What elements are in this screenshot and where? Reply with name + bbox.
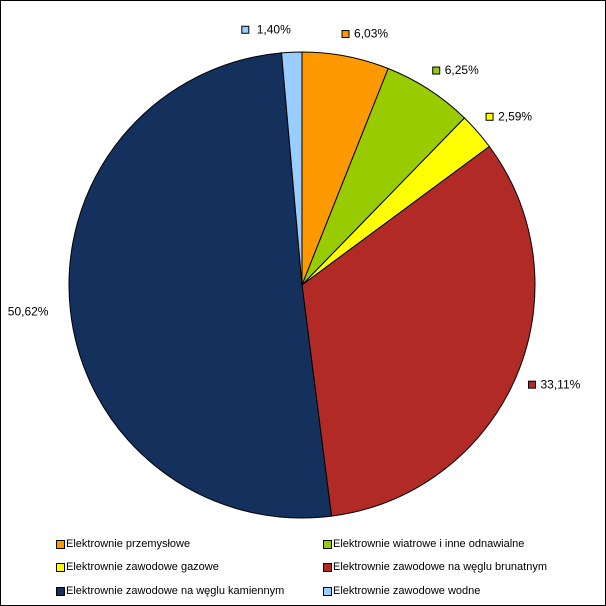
data-label-swatch-hydro xyxy=(241,25,250,34)
legend-item-hydro: Elektrownie zawodowe wodne xyxy=(323,585,480,597)
data-label-swatch-industrial xyxy=(341,30,350,39)
data-label-text-hard-coal: 50,62% xyxy=(8,305,49,319)
legend-label-industrial: Elektrownie przemysłowe xyxy=(66,538,191,550)
legend-label-lignite: Elektrownie zawodowe na węglu brunatnym xyxy=(333,561,548,573)
legend-label-hydro: Elektrownie zawodowe wodne xyxy=(333,585,481,597)
data-label-text-hydro: 1,40% xyxy=(257,22,291,36)
data-label-hard-coal: 50,62% xyxy=(8,305,49,319)
legend-item-lignite: Elektrownie zawodowe na węglu brunatnym xyxy=(323,561,547,573)
legend-item-gas: Elektrownie zawodowe gazowe xyxy=(56,561,219,573)
legend-item-industrial: Elektrownie przemysłowe xyxy=(56,538,190,550)
pie-slice-hydro xyxy=(280,51,303,286)
legend-swatch-hard-coal xyxy=(56,586,65,596)
data-label-wind-renewable: 6,25% xyxy=(432,63,479,77)
legend-swatch-lignite xyxy=(323,562,332,572)
legend-swatch-industrial xyxy=(56,539,65,549)
legend-swatch-wind-renewable xyxy=(323,539,332,549)
data-label-hydro: 1,40% xyxy=(241,22,291,36)
legend-swatch-hydro xyxy=(323,586,332,596)
data-label-swatch-lignite xyxy=(528,380,537,389)
legend-label-gas: Elektrownie zawodowe gazowe xyxy=(66,561,219,573)
legend-item-hard-coal: Elektrownie zawodowe na węglu kamiennym xyxy=(56,585,284,597)
pie-chart: 6,03% 6,25% 2,59% 33,11% 50,62% 1,40% xyxy=(8,22,581,519)
pie-slice-hard-coal xyxy=(68,52,333,519)
data-label-text-lignite: 33,11% xyxy=(541,377,581,391)
data-label-text-wind-renewable: 6,25% xyxy=(445,63,479,77)
legend-swatch-gas xyxy=(56,562,65,572)
data-label-swatch-gas xyxy=(485,112,494,121)
data-label-industrial: 6,03% xyxy=(341,27,388,41)
legend-item-wind-renewable: Elektrownie wiatrowe i inne odnawialne xyxy=(323,538,524,550)
pie-slice-lignite xyxy=(301,145,536,517)
legend: Elektrownie przemysłowe Elektrownie wiat… xyxy=(1,531,605,605)
data-label-lignite: 33,11% xyxy=(528,377,581,391)
data-label-text-gas: 2,59% xyxy=(498,109,532,123)
legend-label-hard-coal: Elektrownie zawodowe na węglu kamiennym xyxy=(66,585,285,597)
data-label-gas: 2,59% xyxy=(485,109,532,123)
legend-label-wind-renewable: Elektrownie wiatrowe i inne odnawialne xyxy=(333,538,525,550)
data-label-text-industrial: 6,03% xyxy=(354,27,388,41)
data-label-swatch-wind-renewable xyxy=(432,66,441,75)
